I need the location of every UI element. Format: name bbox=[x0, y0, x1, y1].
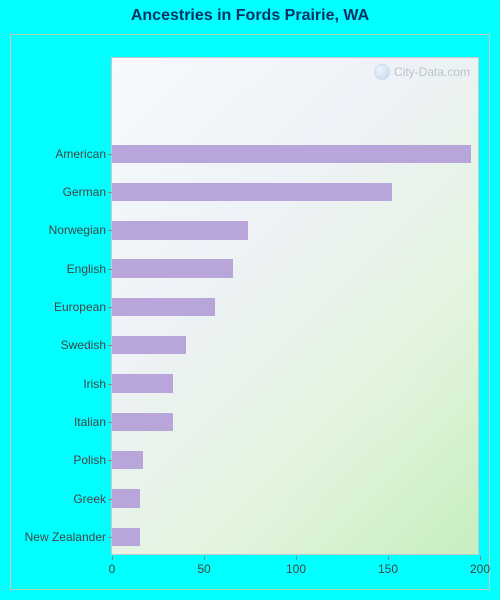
y-axis-label: Greek bbox=[12, 492, 106, 506]
y-tick bbox=[108, 345, 112, 346]
bars-layer bbox=[112, 58, 478, 554]
y-axis-label: Swedish bbox=[12, 338, 106, 352]
y-tick bbox=[108, 269, 112, 270]
y-tick bbox=[108, 192, 112, 193]
y-axis-label: Italian bbox=[12, 415, 106, 429]
bar bbox=[112, 145, 471, 163]
y-tick bbox=[108, 460, 112, 461]
x-axis-label: 100 bbox=[286, 562, 306, 576]
y-axis-label: Polish bbox=[12, 453, 106, 467]
x-axis-label: 150 bbox=[378, 562, 398, 576]
plot-area: City-Data.com AmericanGermanNorwegianEng… bbox=[111, 57, 479, 555]
y-axis-label: German bbox=[12, 185, 106, 199]
y-tick bbox=[108, 230, 112, 231]
bar bbox=[112, 374, 173, 392]
bar bbox=[112, 489, 140, 507]
x-tick bbox=[388, 556, 389, 560]
page-root: Ancestries in Fords Prairie, WA City-Dat… bbox=[0, 0, 500, 600]
y-tick bbox=[108, 384, 112, 385]
chart-title: Ancestries in Fords Prairie, WA bbox=[11, 7, 489, 25]
bar bbox=[112, 221, 248, 239]
bar bbox=[112, 451, 143, 469]
x-axis-label: 0 bbox=[109, 562, 116, 576]
bar bbox=[112, 528, 140, 546]
bar bbox=[112, 183, 392, 201]
y-axis-label: English bbox=[12, 262, 106, 276]
x-axis-label: 200 bbox=[470, 562, 490, 576]
y-axis-label: Irish bbox=[12, 377, 106, 391]
bar bbox=[112, 259, 233, 277]
bar bbox=[112, 413, 173, 431]
y-tick bbox=[108, 499, 112, 500]
y-tick bbox=[108, 422, 112, 423]
y-axis-label: European bbox=[12, 300, 106, 314]
y-tick bbox=[108, 154, 112, 155]
bar bbox=[112, 298, 215, 316]
x-tick bbox=[296, 556, 297, 560]
chart-container: Ancestries in Fords Prairie, WA City-Dat… bbox=[10, 34, 490, 590]
y-tick bbox=[108, 537, 112, 538]
bar bbox=[112, 336, 186, 354]
x-tick bbox=[480, 556, 481, 560]
y-axis-label: American bbox=[12, 147, 106, 161]
x-axis-label: 50 bbox=[197, 562, 210, 576]
y-axis-label: Norwegian bbox=[12, 223, 106, 237]
y-axis-label: New Zealander bbox=[12, 530, 106, 544]
y-tick bbox=[108, 307, 112, 308]
x-tick bbox=[112, 556, 113, 560]
x-tick bbox=[204, 556, 205, 560]
